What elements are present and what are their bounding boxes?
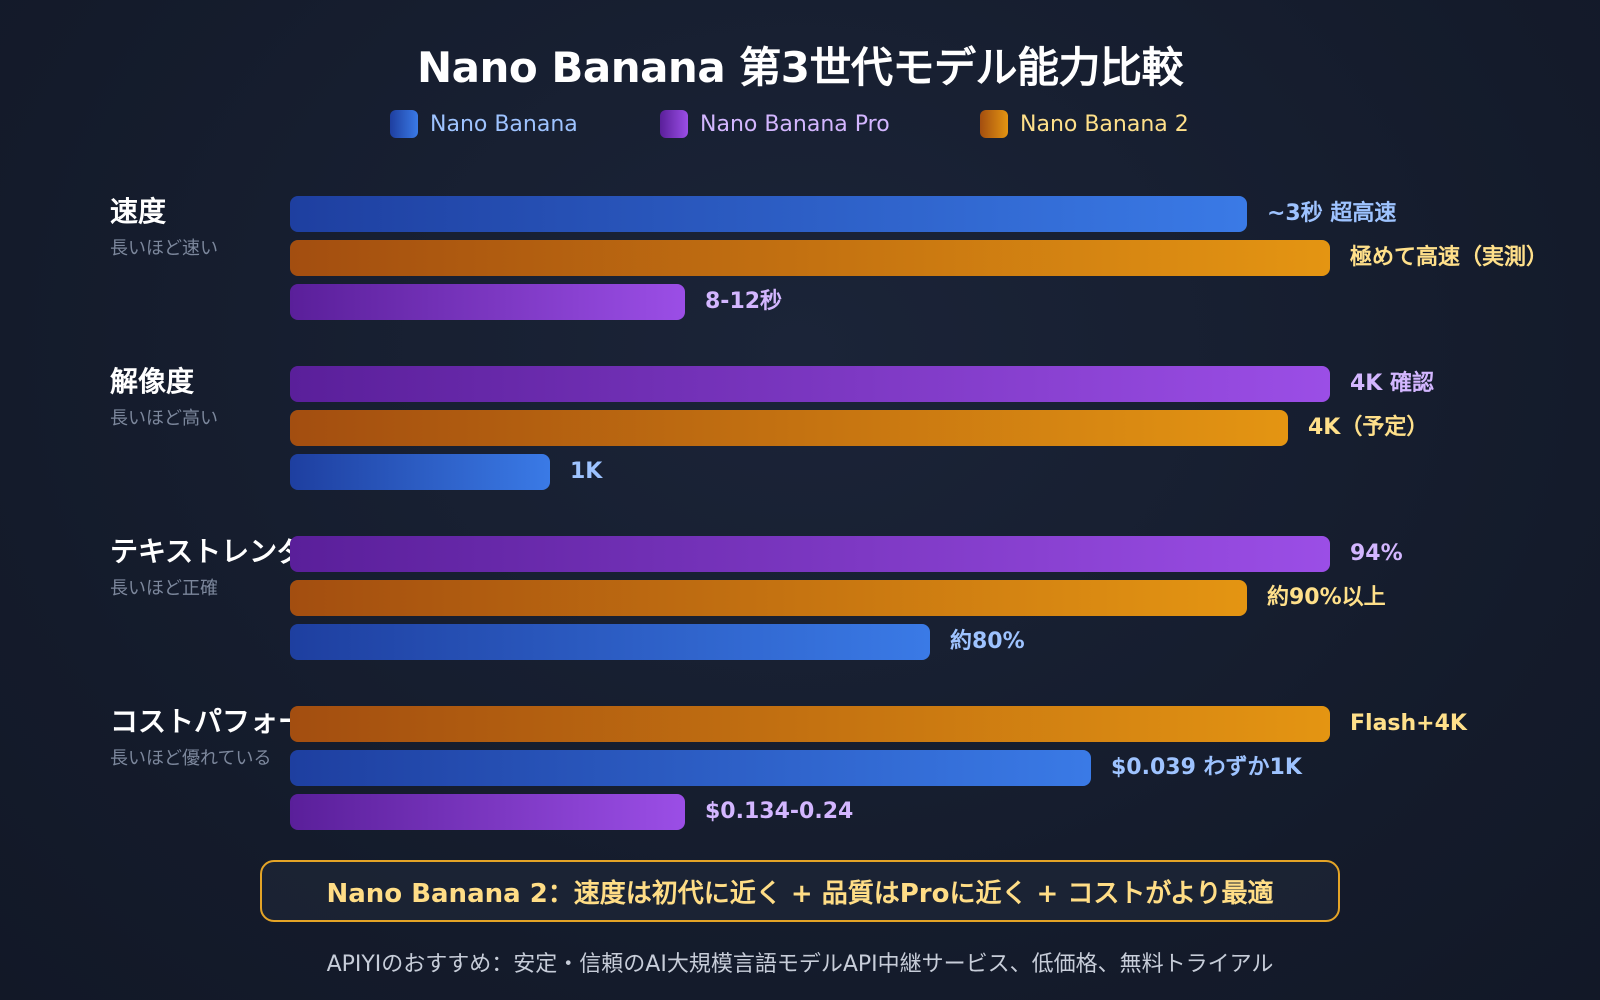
bar-value-label: ~3秒 超高速 [1267,201,1397,226]
legend-label: Nano Banana Pro [700,111,890,137]
legend: Nano Banana Nano Banana Pro Nano Banana … [0,108,1600,140]
bar-value-label: 94% [1350,541,1403,566]
group-label: 解像度 [110,365,195,398]
bar-value-label: 1K [570,459,603,484]
legend-swatch-icon [980,110,1008,138]
legend-item-nano-banana: Nano Banana [390,108,578,140]
legend-item-nano-banana-2: Nano Banana 2 [980,108,1189,140]
bar [290,454,550,490]
bar [290,750,1091,786]
bar-value-label: 4K 確認 [1350,371,1435,396]
chart-title: Nano Banana 第3世代モデル能力比較 [416,43,1184,92]
bar-value-label: $0.134-0.24 [705,799,854,824]
group-sublabel: 長いほど高い [110,408,218,429]
legend-label: Nano Banana 2 [1020,111,1189,137]
bar [290,196,1247,232]
bar [290,284,685,320]
bar-value-label: 極めて高速（実測） [1350,245,1549,270]
bar-value-label: Flash+4K [1350,711,1467,736]
summary-callout: Nano Banana 2：速度は初代に近く + 品質はProに近く + コスト… [260,860,1340,922]
footer-note: APIYIのおすすめ：安定・信頼のAI大規模言語モデルAPI中継サービス、低価格… [326,952,1274,977]
group-sublabel: 長いほど正確 [110,578,218,599]
bar-value-label: 約80% [950,629,1025,654]
summary-callout-text: Nano Banana 2：速度は初代に近く + 品質はProに近く + コスト… [326,878,1274,909]
bar [290,580,1247,616]
group-label: 速度 [110,195,167,228]
bar-value-label: 8-12秒 [705,289,783,314]
bar [290,536,1330,572]
group-sublabel: 長いほど速い [110,238,218,259]
bar [290,794,685,830]
legend-swatch-icon [660,110,688,138]
group-sublabel: 長いほど優れている [110,748,272,769]
bar [290,366,1330,402]
bar [290,624,930,660]
legend-item-nano-banana-pro: Nano Banana Pro [660,108,890,140]
legend-label: Nano Banana [430,111,578,137]
bar [290,240,1330,276]
bar-value-label: $0.039 わずか1K [1111,755,1302,780]
legend-swatch-icon [390,110,418,138]
bar [290,706,1330,742]
bar-value-label: 4K（予定） [1308,415,1429,440]
bar [290,410,1288,446]
bar-value-label: 約90%以上 [1267,585,1386,610]
